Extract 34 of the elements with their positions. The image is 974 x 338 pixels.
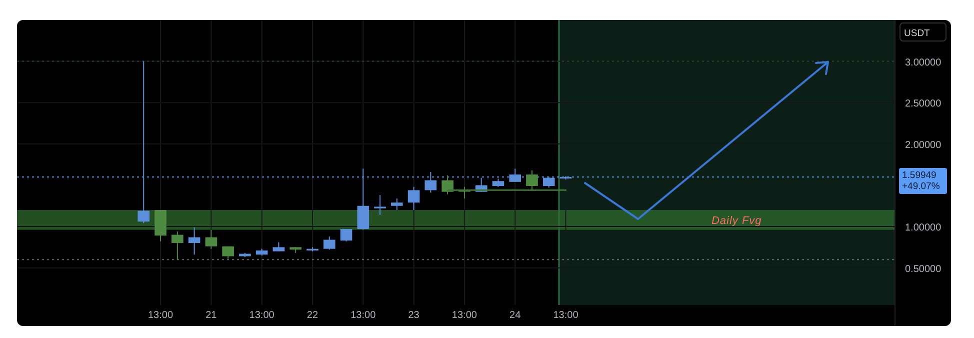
x-tick-label: 23 [408, 310, 420, 321]
y-tick-label: 2.50000 [905, 98, 942, 110]
x-tick-label: 13:00 [148, 310, 174, 321]
candlestick [272, 242, 285, 252]
candlestick [509, 168, 522, 182]
band-label: Daily Fvg [711, 214, 762, 227]
candlestick [390, 198, 403, 210]
candlestick [442, 174, 454, 195]
candlestick [424, 172, 437, 194]
y-axis-title: USDT [904, 28, 930, 39]
candlestick [340, 228, 352, 242]
candlestick [374, 194, 386, 216]
candlestick [171, 230, 184, 260]
candlestick [357, 168, 370, 230]
candlestick [138, 60, 150, 224]
y-tick-label: 2.00000 [905, 140, 942, 151]
x-tick-label: 13:00 [553, 310, 579, 321]
candlestick [542, 176, 555, 188]
candlestick [188, 226, 200, 256]
x-tick-label: 13:00 [249, 310, 275, 321]
candlestick [526, 170, 538, 192]
ref-line-label: 1.59949 +49.07% [902, 170, 940, 192]
y-tick-label: 1.00000 [905, 222, 942, 234]
candlestick [222, 246, 234, 260]
x-tick-label: 24 [510, 310, 522, 321]
x-tick-label: 22 [306, 310, 318, 321]
x-tick-label: 21 [206, 310, 218, 321]
y-tick-label: 0.50000 [905, 264, 942, 275]
candlestick [205, 229, 218, 250]
candlestick [408, 186, 420, 210]
candlestick [323, 236, 336, 250]
y-tick-label: 3.00000 [905, 57, 942, 68]
x-tick-label: 13:00 [350, 310, 376, 321]
x-tick-label: 13:00 [452, 310, 478, 321]
